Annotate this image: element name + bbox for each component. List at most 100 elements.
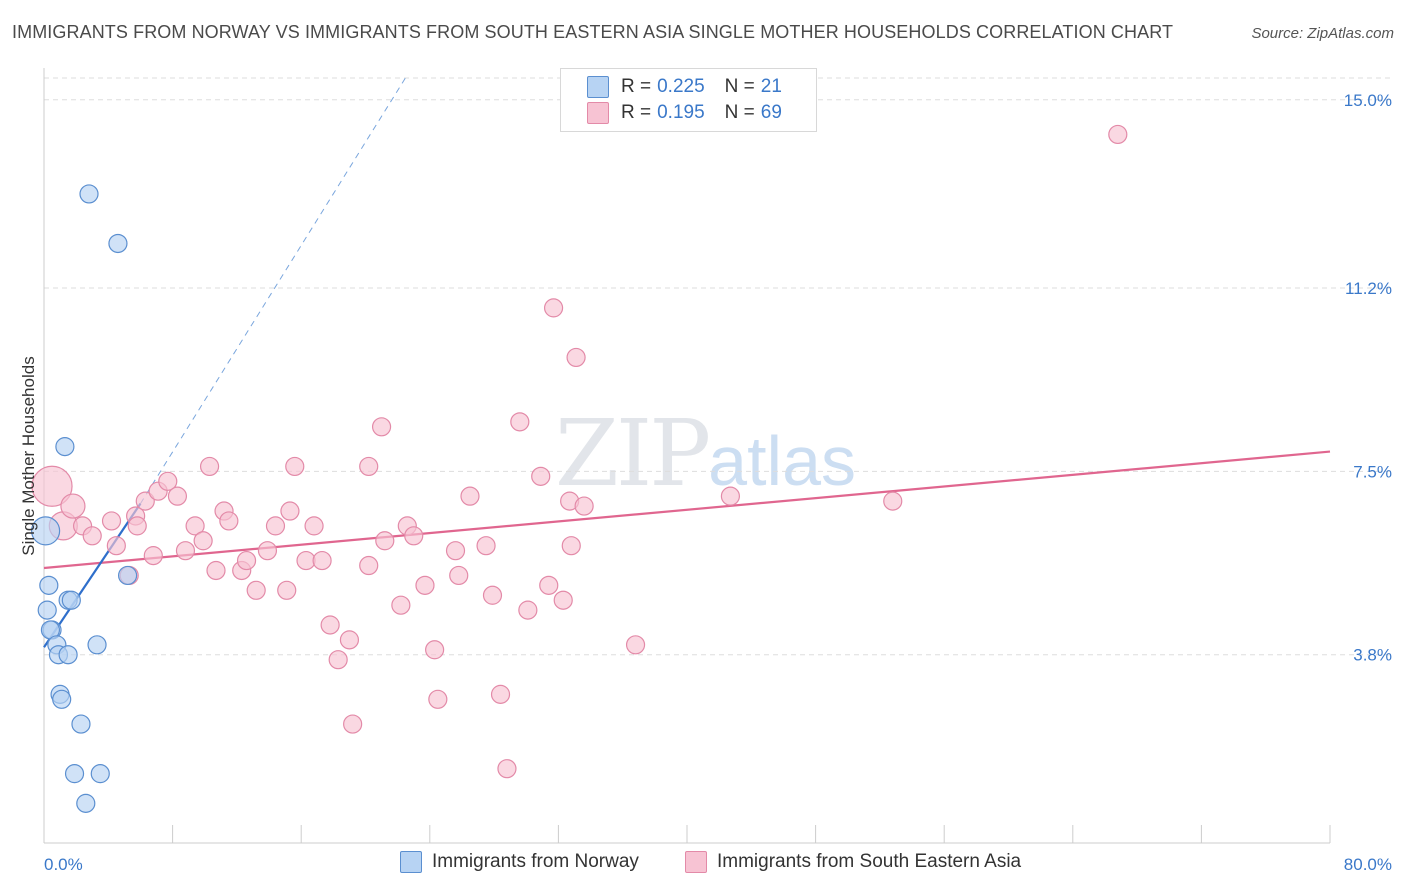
y-axis-label: Single Mother Households	[19, 356, 38, 556]
legend-n-value: 21	[760, 76, 782, 97]
sea-trend-line	[43, 450, 1331, 570]
legend-r-label: R =	[621, 102, 652, 123]
legend-swatch-sea	[685, 851, 707, 873]
sea-point	[246, 580, 266, 600]
norway-trend-line	[43, 502, 142, 648]
series-legend: Immigrants from Norway Immigrants from S…	[0, 851, 1406, 877]
sea-point	[1108, 124, 1128, 145]
norway-point	[76, 793, 96, 813]
sea-point	[574, 496, 594, 516]
legend-label-sea: Immigrants from South Eastern Asia	[717, 851, 1022, 872]
sea-point	[82, 526, 102, 546]
sea-point	[518, 600, 538, 620]
watermark: ZIPatlas	[555, 400, 856, 507]
legend-swatch-norway	[400, 851, 422, 873]
axes	[43, 68, 1331, 844]
sea-point	[199, 456, 220, 477]
legend-label-norway: Immigrants from Norway	[432, 851, 639, 872]
sea-point	[543, 298, 564, 318]
sea-point	[257, 541, 278, 561]
sea-point	[553, 590, 573, 610]
x-tick-label: 0.0%	[44, 855, 83, 874]
sea-point	[391, 595, 411, 615]
sea-point	[127, 516, 147, 536]
source-label: Source: ZipAtlas.com	[1251, 25, 1394, 42]
sea-point	[60, 493, 86, 519]
sea-point	[883, 491, 903, 511]
norway-point	[108, 233, 128, 254]
legend-swatch-sea	[587, 102, 609, 124]
sea-point	[425, 640, 445, 660]
sea-point	[296, 550, 316, 571]
sea-point	[445, 541, 466, 561]
data-points	[31, 124, 1128, 813]
norway-point	[79, 184, 99, 204]
norway-point	[117, 565, 138, 586]
norway-point	[71, 714, 91, 734]
sea-point	[236, 550, 257, 571]
sea-point	[285, 456, 305, 477]
sea-point	[561, 536, 581, 556]
legend-swatch-norway	[587, 76, 609, 98]
chart-title: IMMIGRANTS FROM NORWAY VS IMMIGRANTS FRO…	[12, 22, 1174, 42]
sea-point	[371, 417, 392, 437]
legend-n-label: N =	[724, 102, 755, 123]
norway-point	[58, 645, 78, 665]
norway-point	[90, 764, 110, 784]
sea-point	[193, 531, 213, 551]
norway-point	[61, 590, 81, 610]
sea-point	[343, 714, 363, 734]
legend-n-label: N =	[724, 76, 755, 97]
norway-trend-extension	[140, 74, 408, 504]
sea-point	[328, 650, 348, 670]
y-tick-label: 3.8%	[1353, 646, 1392, 665]
norway-point	[37, 600, 57, 620]
sea-point	[566, 347, 586, 368]
legend-item-norway: Immigrants from Norway	[400, 851, 639, 873]
sea-point	[490, 684, 511, 704]
sea-point	[320, 615, 340, 635]
sea-point	[277, 580, 297, 600]
trend-lines	[43, 74, 1331, 648]
sea-point	[158, 471, 178, 491]
sea-point	[185, 516, 205, 536]
norway-point	[87, 635, 107, 655]
sea-point	[167, 486, 188, 506]
sea-point	[143, 546, 163, 566]
stats-legend: R = 0.225 N = 21 R = 0.195 N = 69	[560, 68, 817, 132]
tick-labels: 3.8% 7.5% 11.2% 15.0% 0.0% 80.0%	[44, 91, 1392, 874]
sea-point	[720, 486, 741, 506]
sea-point	[359, 456, 379, 477]
sea-point	[404, 526, 424, 546]
sea-point	[531, 466, 551, 486]
sea-point	[339, 630, 360, 650]
sea-point	[265, 516, 286, 536]
sea-point	[304, 516, 324, 536]
sea-point	[510, 412, 530, 432]
watermark-zip: ZIP	[555, 400, 711, 507]
legend-r-value: 0.195	[657, 102, 705, 123]
sea-point	[280, 501, 300, 521]
norway-point	[52, 689, 72, 709]
sea-point	[476, 536, 496, 556]
sea-point	[375, 531, 395, 551]
norway-point	[31, 516, 61, 546]
y-tick-label: 7.5%	[1353, 462, 1392, 481]
legend-n-value: 69	[760, 102, 782, 123]
sea-point	[460, 486, 480, 506]
norway-point	[39, 575, 59, 595]
sea-point	[175, 541, 196, 561]
norway-point	[55, 437, 75, 457]
sea-point	[135, 491, 155, 511]
sea-point	[206, 560, 226, 581]
norway-point	[64, 764, 85, 784]
legend-r-label: R =	[621, 76, 652, 97]
sea-point	[449, 565, 469, 586]
sea-point	[497, 759, 517, 779]
sea-point	[312, 550, 332, 571]
x-tick-label: 80.0%	[1344, 855, 1392, 874]
sea-point	[415, 575, 435, 595]
sea-point	[219, 511, 239, 531]
legend-row-norway: R = 0.225 N = 21	[587, 74, 782, 100]
